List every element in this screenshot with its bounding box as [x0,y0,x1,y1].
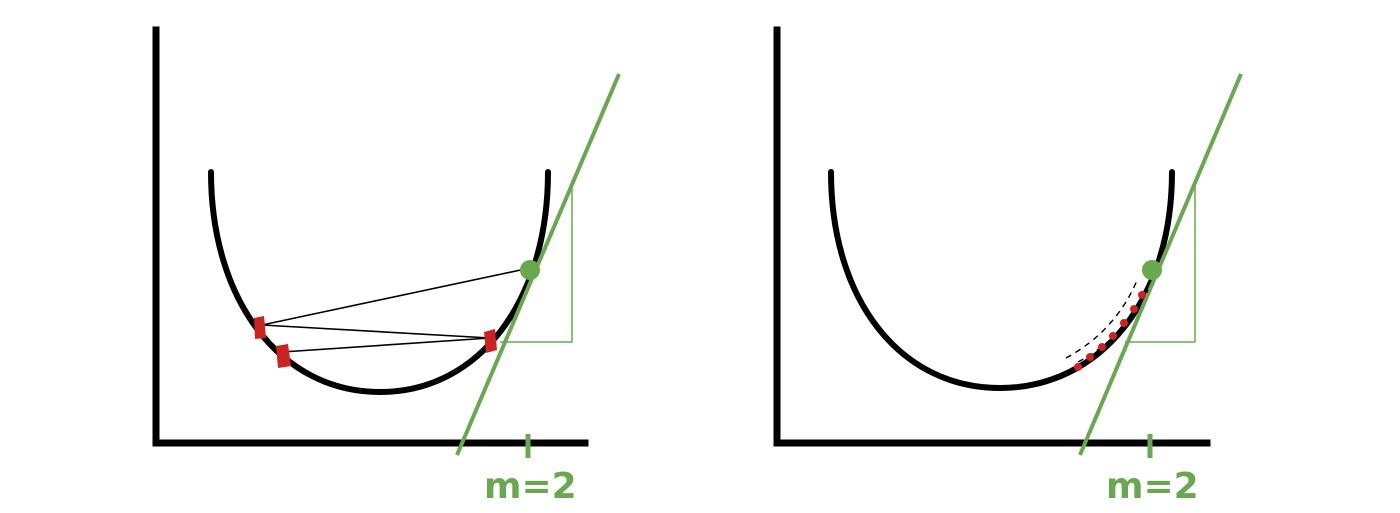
step-point [254,316,266,339]
step-point [1098,343,1106,351]
step-point [1138,291,1146,299]
panel-label: m=2 [484,466,577,507]
panel-large-step: m=2 [152,26,621,507]
tangent-line [1078,73,1243,456]
loss-curve [208,169,551,396]
step-path [261,267,531,353]
slope-triangle [1125,180,1196,343]
step-path [1065,277,1139,359]
step-points [1074,291,1146,371]
step-point [1130,305,1138,313]
step-point [1109,332,1117,340]
slope-triangle [500,180,573,343]
step-point [1086,353,1094,361]
step-point [484,329,497,353]
panel-small-step: m=2 [773,26,1243,507]
step-path [1077,289,1149,363]
step-point [276,344,291,368]
step-point [1120,319,1128,327]
minimum-point [1142,260,1162,280]
step-point [1074,363,1082,371]
panel-label: m=2 [1106,466,1199,507]
minimum-point [520,260,540,280]
